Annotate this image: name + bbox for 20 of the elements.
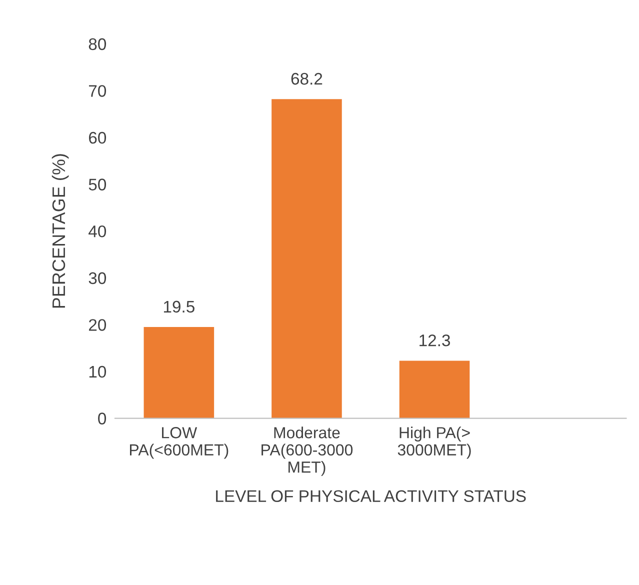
x-axis-title: LEVEL OF PHYSICAL ACTIVITY STATUS xyxy=(216,490,526,502)
x-tick-label: LOW PA(<600MET) xyxy=(130,427,228,459)
y-tick-label: 0 xyxy=(98,412,106,424)
data-label: 68.2 xyxy=(291,72,322,85)
data-label: 12.3 xyxy=(420,334,450,346)
data-label: 19.5 xyxy=(164,300,194,313)
bar xyxy=(144,327,214,418)
y-tick-label: 50 xyxy=(88,178,106,190)
y-axis-title: PERCENTAGE (%) xyxy=(52,154,69,308)
y-tick-label: 30 xyxy=(88,272,106,284)
bar xyxy=(399,360,470,418)
x-tick-label: Moderate PA(600-3000 MET) xyxy=(262,426,353,476)
y-tick-label: 60 xyxy=(88,132,106,144)
y-tick-label: 20 xyxy=(88,319,106,331)
y-tick-label: 40 xyxy=(88,225,106,238)
bar xyxy=(272,99,342,418)
y-tick-label: 70 xyxy=(89,85,106,97)
y-tick-label: 80 xyxy=(88,38,106,50)
x-tick-label: High PA(> 3000MET) xyxy=(398,426,471,459)
y-tick-label: 10 xyxy=(89,366,106,378)
